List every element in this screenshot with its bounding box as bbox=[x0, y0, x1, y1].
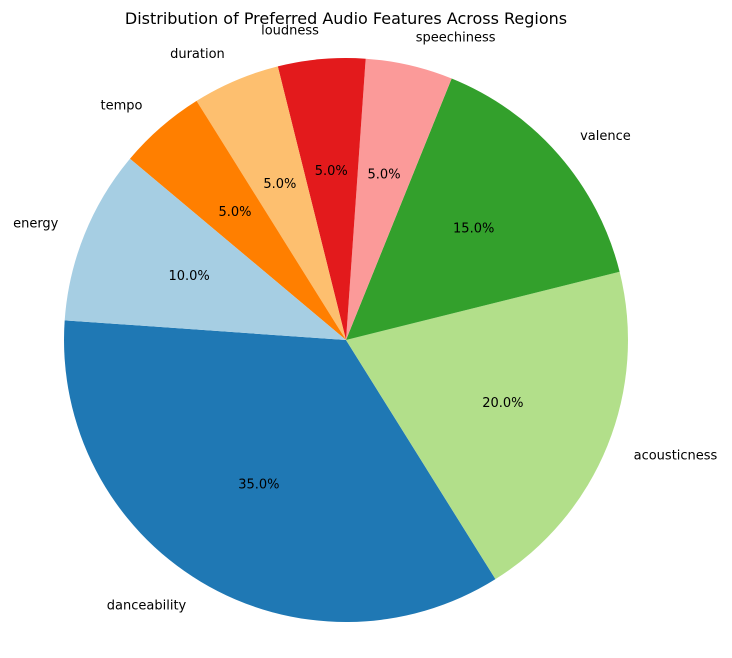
category-label-danceability: danceability bbox=[107, 598, 187, 613]
percent-labels: 35.0% 20.0% 15.0% 5.0% 5.0% 5.0% 5.0% 10.0% bbox=[168, 164, 523, 493]
percent-label-danceability: 35.0% bbox=[238, 478, 279, 493]
percent-label-speechiness: 5.0% bbox=[368, 168, 401, 183]
category-label-speechiness: speechiness bbox=[416, 30, 496, 45]
slice-danceability bbox=[64, 320, 496, 623]
percent-label-acousticness: 20.0% bbox=[482, 396, 523, 411]
category-label-duration: duration bbox=[170, 47, 225, 62]
percent-label-valence: 15.0% bbox=[453, 221, 494, 236]
slice-tempo bbox=[129, 100, 346, 340]
percent-label-duration: 5.0% bbox=[263, 177, 296, 192]
percent-label-loudness: 5.0% bbox=[315, 164, 348, 179]
slice-speechiness bbox=[346, 58, 452, 340]
slice-valence bbox=[346, 78, 620, 340]
slice-duration bbox=[196, 66, 346, 340]
slice-energy bbox=[64, 158, 346, 340]
chart-title: Distribution of Preferred Audio Features… bbox=[125, 9, 567, 28]
percent-label-energy: 10.0% bbox=[168, 269, 209, 284]
percent-label-tempo: 5.0% bbox=[218, 205, 251, 220]
pie-slices bbox=[64, 58, 628, 623]
slice-acousticness bbox=[346, 271, 628, 580]
category-label-acousticness: acousticness bbox=[634, 449, 718, 464]
category-label-valence: valence bbox=[580, 129, 631, 144]
category-label-energy: energy bbox=[13, 216, 59, 231]
category-labels: danceability acousticness valence speechine… bbox=[13, 23, 717, 613]
category-label-tempo: tempo bbox=[101, 98, 143, 113]
slice-loudness bbox=[277, 58, 366, 341]
category-label-loudness: loudness bbox=[261, 23, 319, 38]
